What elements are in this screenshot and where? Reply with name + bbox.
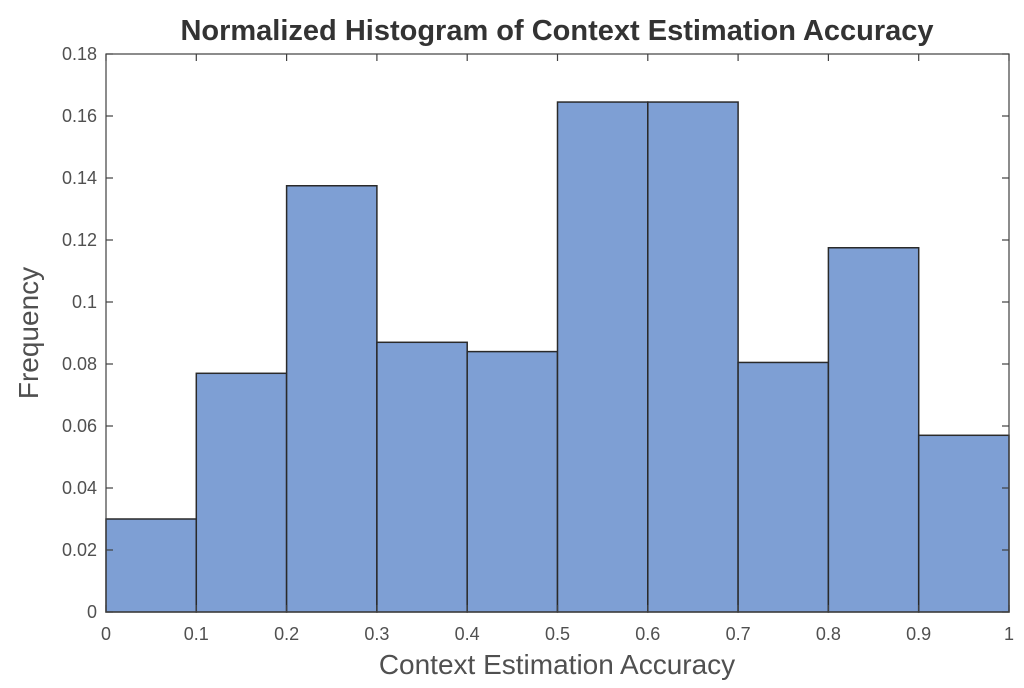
- y-tick-labels: 0 0.02 0.04 0.06 0.08 0.1 0.12 0.14 0.16 0.18: [62, 44, 97, 622]
- y-tick-label: 0.14: [62, 168, 97, 188]
- x-tick-label: 0.9: [906, 624, 931, 644]
- x-tick-label: 0.3: [364, 624, 389, 644]
- x-tick-label: 0: [101, 624, 111, 644]
- y-tick-label: 0.08: [62, 354, 97, 374]
- histogram-bar-6: [647, 101, 739, 613]
- y-tick-label: 0.02: [62, 540, 97, 560]
- x-tick-label: 0.4: [455, 624, 480, 644]
- x-tick-label: 0.2: [274, 624, 299, 644]
- x-tick-labels: 0 0.1 0.2 0.3 0.4 0.5 0.6 0.7 0.8 0.9 1: [101, 624, 1014, 644]
- y-tick-label: 0.18: [62, 44, 97, 64]
- histogram-bar-9: [917, 434, 1010, 613]
- bars-group: [105, 101, 1010, 613]
- y-tick-label: 0: [87, 602, 97, 622]
- y-tick-label: 0.04: [62, 478, 97, 498]
- y-axis-label: Frequency: [13, 267, 44, 399]
- x-tick-label: 0.6: [635, 624, 660, 644]
- x-tick-label: 1: [1004, 624, 1014, 644]
- histogram-bar-0: [105, 518, 198, 613]
- histogram-bar-2: [285, 185, 378, 613]
- x-tick-label: 0.7: [726, 624, 751, 644]
- chart-title: Normalized Histogram of Context Estimati…: [180, 15, 933, 47]
- histogram-bar-5: [556, 101, 649, 613]
- histogram-bar-8: [827, 247, 920, 613]
- ticks-group: [105, 53, 1010, 613]
- x-tick-label: 0.5: [545, 624, 570, 644]
- y-tick-label: 0.1: [72, 292, 97, 312]
- histogram-bar-1: [195, 372, 288, 613]
- x-tick-label: 0.1: [184, 624, 209, 644]
- y-tick-label: 0.16: [62, 106, 97, 126]
- y-tick-label: 0.06: [62, 416, 97, 436]
- histogram-bar-7: [737, 361, 830, 613]
- x-axis-label: Context Estimation Accuracy: [379, 649, 735, 680]
- x-tick-label: 0.8: [816, 624, 841, 644]
- histogram-bar-3: [376, 341, 468, 613]
- y-tick-label: 0.12: [62, 230, 97, 250]
- histogram-bar-4: [466, 350, 559, 613]
